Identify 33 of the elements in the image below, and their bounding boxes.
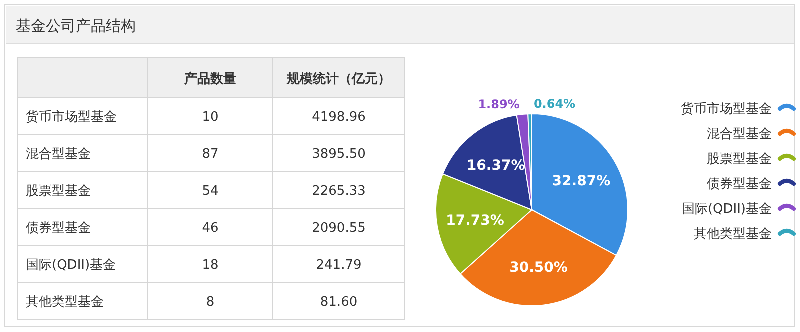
data-label: 4198.96 [312,110,366,125]
data-label: 16.37% [466,158,526,174]
data-label: 2265.33 [312,184,366,199]
data-label: 30.50% [510,260,568,276]
data-label: 1.89% [478,98,520,112]
category-label: 股票型基金 [26,184,91,199]
legend-label: 混合型基金 [707,127,772,142]
category-label: 国际(QDII)基金 [26,258,116,273]
data-label: 87 [202,147,219,162]
data-label: 46 [202,221,219,236]
legend-label: 国际(QDII)基金 [682,202,772,217]
text: 基金公司产品结构 [16,17,136,35]
data-label: 10 [202,110,219,125]
legend-label: 债券型基金 [707,177,772,192]
data-label: 3895.50 [312,147,366,162]
data-label: 2090.55 [312,221,366,236]
data-label: 8 [206,295,215,310]
category-label: 货币市场型基金 [26,110,117,125]
data-label: 81.60 [320,295,358,310]
legend-label: 股票型基金 [707,152,772,167]
text: 规模统计（亿元） [286,71,391,87]
legend-label: 其他类型基金 [694,227,772,242]
data-label: 32.87% [552,173,611,190]
text: 产品数量 [184,71,236,87]
category-label: 其他类型基金 [26,295,104,310]
data-label: 0.64% [534,97,576,112]
category-label: 债券型基金 [26,221,91,236]
data-label: 54 [202,184,219,199]
data-label: 241.79 [316,258,362,273]
legend-label: 货币市场型基金 [681,102,772,117]
category-label: 混合型基金 [26,147,91,162]
data-label: 18 [202,258,219,273]
data-label: 17.73% [446,212,504,229]
